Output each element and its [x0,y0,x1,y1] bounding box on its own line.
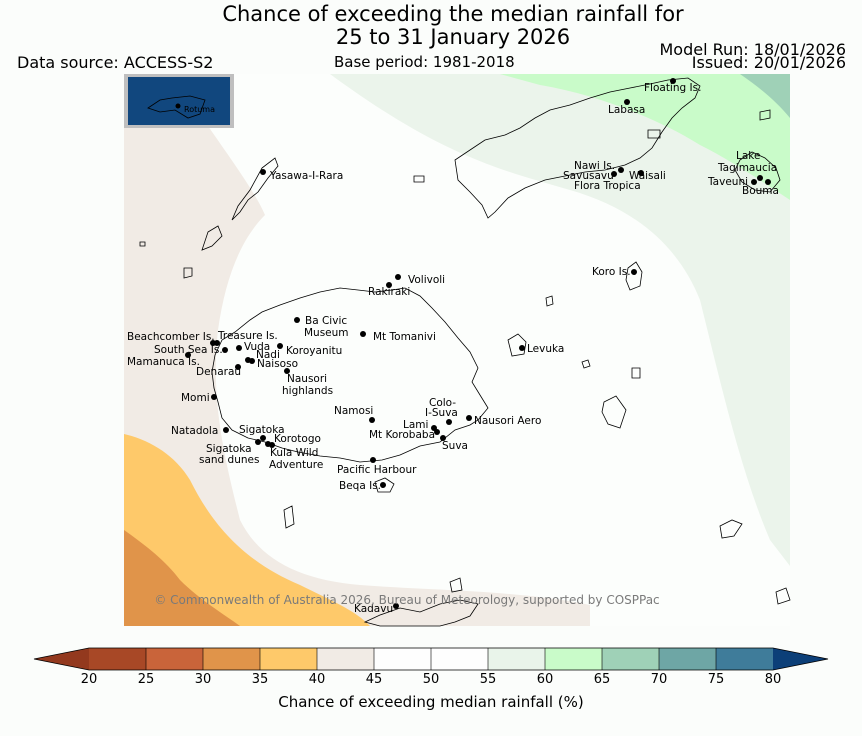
colorbar-tick-label: 75 [707,672,725,687]
colorbar-segment [716,648,773,670]
colorbar-segment [659,648,716,670]
place-label: Nawi Is. [574,160,615,172]
band-40-45 [124,74,590,626]
place-label: Waisali [629,170,666,182]
place-label: Koro Is. [592,266,631,278]
place-label: Beqa Is. [339,480,381,492]
data-source: Data source: ACCESS-S2 [17,53,214,72]
place-label: Kadavu [354,603,393,615]
place-label: Lami [403,419,428,431]
place-label: Natadola [171,425,218,437]
rotuma-inset: Rotuma [124,74,234,128]
place-markers: Floating Is. Labasa Yasawa-I-Rara Nawi I… [127,78,779,615]
colorbar-segment [146,648,203,670]
place-label: Nadi [256,349,280,361]
place-label: Savusavu [563,170,614,182]
place-label: Ba Civic [305,315,347,327]
place-label: Colo- [429,397,456,409]
colorbar-tick-label: 35 [251,672,269,687]
place-label: Sigatoka [239,424,285,436]
place-label: Mt Korobaba [369,429,435,441]
place-label: Pacific Harbour [337,464,417,476]
colorbar-segment [317,648,374,670]
colorbar-tick-label: 45 [365,672,383,687]
place-label: Vuda [244,341,270,353]
colorbar-tick-label: 40 [308,672,326,687]
marker-labasa [624,99,630,105]
place-label: Lake [736,150,760,162]
copyright-notice: © Commonwealth of Australia 2026, Bureau… [154,593,659,607]
map-title-line-1: Chance of exceeding the median rainfall … [222,2,684,26]
place-label: I-Suva [425,407,458,419]
colorbar-segment [374,648,431,670]
colorbar-tick-label: 25 [137,672,155,687]
base-period: Base period: 1981-2018 [334,53,515,71]
place-label: Nausori Aero [474,415,541,427]
place-label: Momi [181,392,210,404]
colorbar-tick-label: 20 [80,672,98,687]
colorbar-tick-label: 65 [593,672,611,687]
place-label: Naisoso [257,358,298,370]
model-run: Model Run: 18/01/2026 [659,40,847,59]
place-label: Floating Is. [644,82,701,94]
inset-label: Rotuma [184,105,215,114]
colorbar-segment [431,648,488,670]
place-label: Flora Tropica [574,180,641,192]
place-label: Volivoli [408,274,445,286]
place-label: Mamanuca Is. [127,356,200,368]
colorbar-under-arrow [34,648,89,670]
colorbar-tick-label: 50 [422,672,440,687]
colorbar-tick-label: 60 [536,672,554,687]
place-label: Nausori [287,373,327,385]
colorbar-segment [488,648,545,670]
place-label: Adventure [269,459,323,471]
place-label: Mt Tomanivi [373,331,436,343]
band-30-35 [124,530,240,626]
place-label: Beachcomber Is. [127,331,215,343]
colorbar-tick-label: 80 [764,672,782,687]
colorbar-tick-label: 30 [194,672,212,687]
colorbar-segment [545,648,602,670]
place-label: Korotogo [274,433,321,445]
place-label: Denarau [196,366,241,378]
colorbar-segment [260,648,317,670]
place-label: Namosi [334,405,373,417]
marker-floating-is [670,78,676,84]
colorbar-over-arrow [773,648,828,670]
place-label: highlands [282,385,333,397]
place-label: Kula Wild [270,447,318,459]
band-55-60 [330,74,790,566]
colorbar [33,647,829,671]
band-65-70 [740,74,790,118]
place-label: Taveuni [707,176,748,188]
place-label: Museum [304,327,349,339]
map-title-line-2: 25 to 31 January 2026 [335,25,571,49]
colorbar-segment [203,648,260,670]
colorbar-tick-label: 70 [650,672,668,687]
issued-date: Issued: 20/01/2026 [691,53,846,72]
place-label: Suva [442,440,468,452]
place-label: sand dunes [199,454,259,466]
band-35-40 [124,434,370,626]
place-label: Yasawa-I-Rara [269,170,343,182]
place-label: Tagimaucia [717,162,777,174]
colorbar-segment [602,648,659,670]
colorbar-label: Chance of exceeding median rainfall (%) [278,693,584,711]
place-label: Rakiraki [368,286,410,298]
place-label: Sigatoka [206,443,252,455]
place-label: South Sea Is. [154,344,223,356]
colorbar-outline [33,647,829,671]
colorbar-tick-label: 55 [479,672,497,687]
place-label: Koroyanitu [286,345,342,357]
place-label: Treasure Is. [217,330,278,342]
place-label: Levuka [527,343,564,355]
colorbar-segment [89,648,146,670]
place-label: Bouma [742,185,779,197]
place-label: Labasa [608,104,645,116]
marker-yasawa [260,169,266,175]
band-60-65 [500,74,790,200]
probability-fill [124,74,790,626]
